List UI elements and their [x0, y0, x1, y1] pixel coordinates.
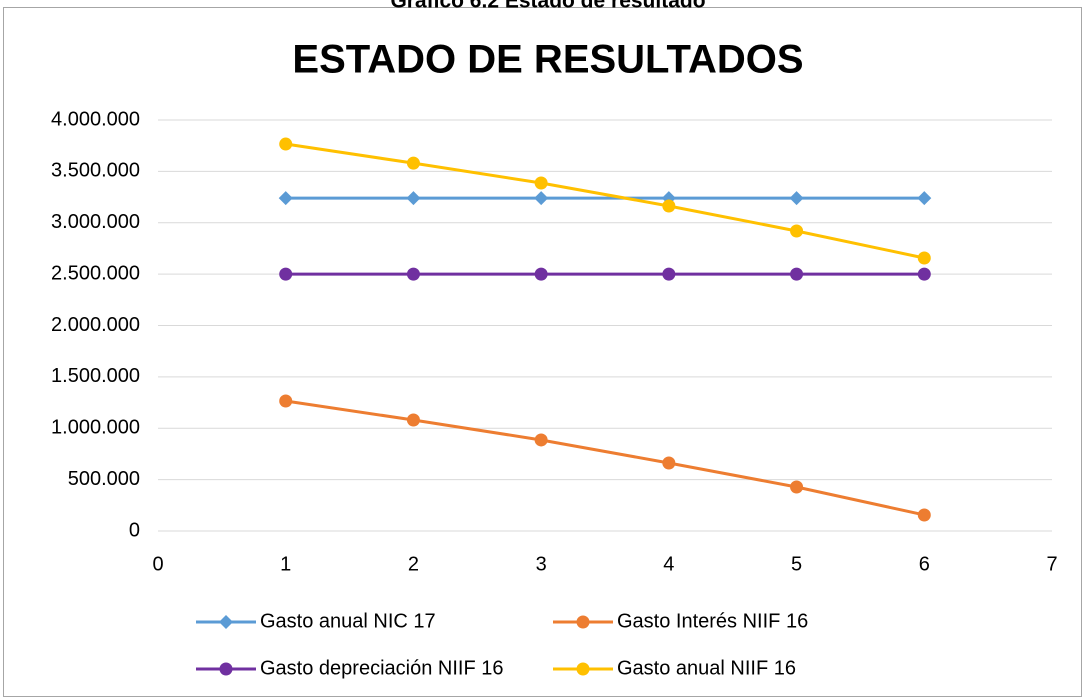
y-tick-label: 3.500.000: [51, 160, 140, 182]
legend-label: Gasto depreciación NIIF 16: [260, 657, 503, 679]
marker: [790, 267, 804, 281]
x-tick-label: 5: [791, 553, 802, 575]
marker: [219, 615, 233, 629]
y-tick-label: 1.000.000: [51, 417, 140, 439]
marker: [917, 251, 931, 265]
marker: [406, 267, 420, 281]
marker: [662, 199, 676, 213]
y-tick-label: 500.000: [68, 468, 140, 490]
marker: [279, 137, 293, 151]
marker: [789, 191, 804, 206]
x-tick-label: 7: [1046, 553, 1057, 575]
y-tick-label: 3.000.000: [51, 211, 140, 233]
y-tick-label: 2.500.000: [51, 262, 140, 284]
marker: [406, 156, 420, 170]
chart-frame: [3, 7, 1082, 697]
y-tick-label: 1.500.000: [51, 365, 140, 387]
marker: [534, 433, 548, 447]
marker: [662, 456, 676, 470]
chart-title: ESTADO DE RESULTADOS: [292, 38, 803, 82]
x-tick-label: 2: [408, 553, 419, 575]
marker: [406, 413, 420, 427]
marker: [534, 176, 548, 190]
marker: [790, 224, 804, 238]
legend-label: Gasto anual NIC 17: [260, 610, 436, 632]
y-tick-label: 4.000.000: [51, 108, 140, 130]
legend-label: Gasto anual NIIF 16: [617, 657, 796, 679]
series-line: [285, 142, 925, 260]
marker: [576, 615, 590, 629]
marker: [917, 508, 931, 522]
x-tick-label: 0: [152, 553, 163, 575]
marker: [917, 267, 931, 281]
marker: [534, 191, 549, 206]
marker: [917, 191, 932, 206]
marker: [790, 480, 804, 494]
marker: [534, 267, 548, 281]
marker: [219, 662, 233, 676]
marker: [662, 267, 676, 281]
figure-caption: Gráfico 6.2 Estado de resultado: [390, 0, 705, 13]
y-tick-label: 0: [129, 519, 140, 541]
marker: [279, 267, 293, 281]
marker: [576, 662, 590, 676]
series-line: [285, 399, 925, 517]
x-tick-label: 6: [919, 553, 930, 575]
x-tick-label: 1: [280, 553, 291, 575]
x-tick-label: 3: [536, 553, 547, 575]
marker: [278, 191, 293, 206]
marker: [406, 191, 421, 206]
legend-label: Gasto Interés NIIF 16: [617, 610, 808, 632]
x-tick-label: 4: [663, 553, 674, 575]
y-tick-label: 2.000.000: [51, 314, 140, 336]
marker: [279, 394, 293, 408]
